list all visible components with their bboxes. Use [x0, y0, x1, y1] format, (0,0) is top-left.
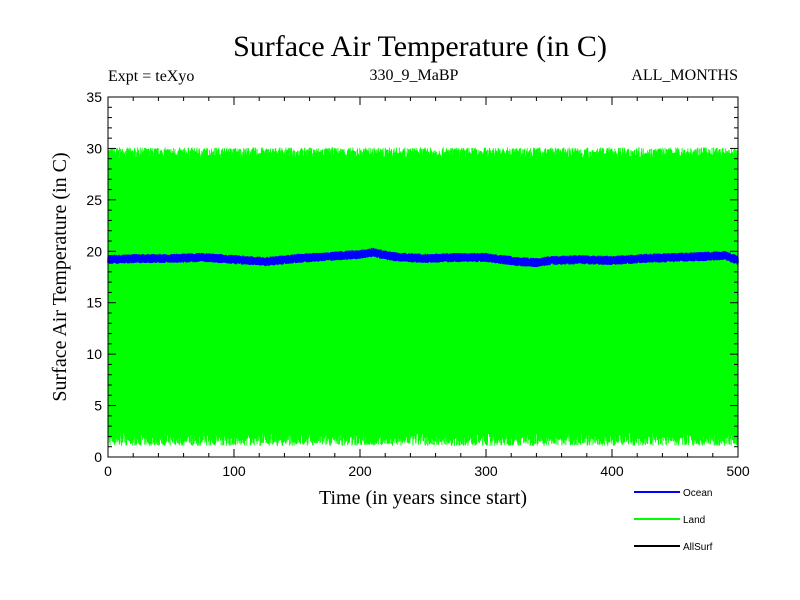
x-axis-label: Time (in years since start)	[319, 487, 527, 509]
y-tick-label: 20	[86, 243, 102, 259]
legend-label-allsurf: AllSurf	[683, 542, 713, 553]
plot-area	[107, 147, 739, 446]
y-tick-label: 30	[86, 140, 102, 156]
legend: Ocean Land AllSurf	[634, 488, 713, 553]
period-label: 330_9_MaBP	[370, 67, 459, 84]
x-tick-label: 400	[600, 463, 624, 479]
x-tick-label: 0	[104, 463, 112, 479]
y-tick-label: 25	[86, 192, 102, 208]
chart-title: Surface Air Temperature (in C)	[233, 30, 607, 63]
series-ocean	[107, 247, 739, 268]
y-tick-label: 10	[86, 346, 102, 362]
x-tick-label: 100	[222, 463, 246, 479]
series-land	[107, 147, 739, 446]
x-axis-ticks: 0 100 200 300 400 500	[104, 97, 750, 479]
legend-label-ocean: Ocean	[683, 488, 712, 499]
y-tick-label: 35	[86, 89, 102, 105]
x-tick-label: 500	[726, 463, 750, 479]
plot-frame	[107, 96, 739, 458]
y-tick-label: 5	[94, 398, 102, 414]
y-tick-label: 15	[86, 295, 102, 311]
legend-label-land: Land	[683, 515, 705, 526]
y-axis-label: Surface Air Temperature (in C)	[49, 152, 71, 401]
y-tick-label: 0	[94, 449, 102, 465]
x-tick-label: 200	[348, 463, 372, 479]
experiment-label: Expt = teXyo	[108, 68, 194, 85]
months-label: ALL_MONTHS	[631, 67, 738, 84]
y-axis-ticks: 0 5 10 15 20 25 30 35	[86, 89, 738, 465]
x-tick-label: 300	[474, 463, 498, 479]
